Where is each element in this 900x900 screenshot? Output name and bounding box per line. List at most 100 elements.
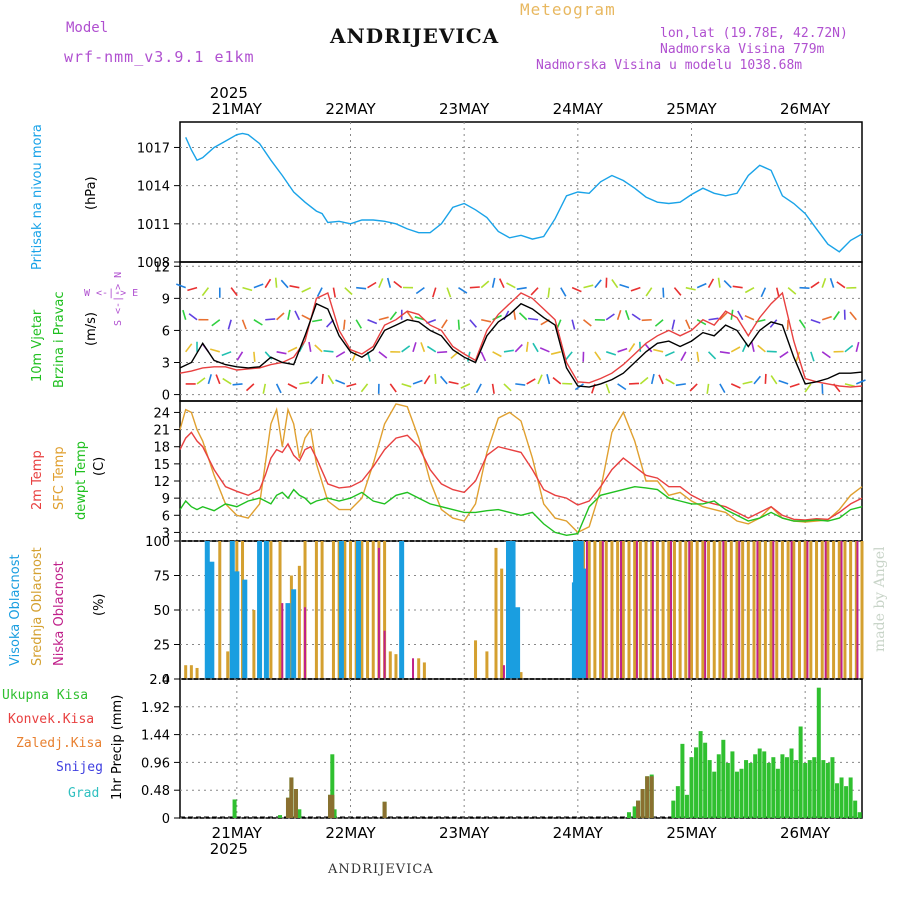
- precip-total-bar: [730, 751, 735, 818]
- cloud-low-bar: [790, 541, 793, 679]
- cloud-low-bar: [377, 547, 380, 679]
- cloud-low-bar: [383, 630, 386, 679]
- wind-arrow: [766, 350, 777, 353]
- cloud-mid-bar: [189, 665, 193, 679]
- precip-total-bar: [734, 771, 739, 818]
- precip-total-bar: [825, 762, 830, 818]
- wind-arrow: [415, 287, 425, 295]
- cloud-mid-bar: [610, 541, 614, 679]
- cloud-mid-bar: [593, 541, 597, 679]
- cloud-mid-bar: [763, 541, 767, 679]
- cloud-mid-bar: [331, 541, 335, 679]
- cloud-mid-bar: [599, 541, 603, 679]
- precip-total-bar: [675, 786, 680, 818]
- cloud-mid-bar: [394, 654, 398, 679]
- ytick-label-temperature: 24: [153, 406, 170, 421]
- ytick-label-wind: 12: [153, 260, 170, 275]
- cloud-mid-bar: [769, 541, 773, 679]
- wind-arrow: [675, 383, 686, 387]
- wind-arrow: [401, 383, 412, 388]
- wind-arrow: [367, 318, 378, 325]
- wind-arrow: [798, 319, 806, 329]
- cloud-low-bar: [772, 541, 775, 679]
- wind-arrow: [617, 383, 627, 391]
- legend-total-rain: Ukupna Kisa: [2, 688, 89, 703]
- lonlat-label: lon,lat (19.78E, 42.72N): [660, 26, 848, 41]
- ytick-label-precipitation: 0: [162, 812, 170, 827]
- wind-arrow: [276, 312, 285, 321]
- precip-total-bar: [789, 748, 794, 818]
- wind-arrow: [209, 348, 221, 353]
- cloud-low-bar: [670, 541, 673, 679]
- cloud-high-bar: [234, 571, 240, 679]
- model-elevation-label: Nadmorska Visina u modelu 1038.68m: [536, 58, 803, 73]
- wind-arrow: [274, 277, 278, 288]
- wind-arrow: [332, 287, 336, 298]
- wind-arrow: [821, 315, 832, 321]
- wind-arrow: [550, 351, 561, 355]
- elevation-label: Nadmorska Visina 779m: [660, 42, 825, 57]
- precip-total-bar: [297, 809, 302, 818]
- precip-total-bar: [798, 726, 803, 818]
- wind-arrow: [356, 286, 367, 290]
- cloud-mid-bar: [474, 640, 478, 679]
- precip-total-bar: [748, 762, 753, 818]
- cloud-mid-bar: [226, 651, 230, 679]
- wind-arrow: [744, 286, 755, 294]
- precip-total-bar: [784, 757, 789, 818]
- precip-conv-bar: [636, 800, 641, 818]
- wind-arrow: [836, 281, 846, 289]
- temp-2m-line: [179, 431, 863, 521]
- ytick-label-temperature: 21: [153, 424, 170, 439]
- cloud-low-bar: [738, 541, 741, 679]
- precip-total-bar: [775, 768, 780, 818]
- wind-arrow: [275, 383, 282, 394]
- wind-arrow: [335, 379, 346, 385]
- cloud-mid-bar: [684, 541, 688, 679]
- wind-arrow: [799, 286, 810, 289]
- cloud-mid-bar: [815, 541, 819, 679]
- wind-arrow: [856, 379, 866, 385]
- cloud-low-bar: [281, 603, 284, 679]
- cloud-mid-bar: [638, 541, 642, 679]
- wind-arrow: [420, 342, 426, 353]
- cloud-mid-bar: [849, 541, 853, 679]
- cloud-high-bar: [229, 541, 235, 679]
- cloud-mid-bar: [388, 651, 392, 679]
- precip-total-bar: [857, 812, 862, 818]
- wind-arrow: [760, 287, 767, 298]
- ytick-label-temperature: 6: [162, 509, 170, 524]
- wind-arrow: [480, 351, 487, 362]
- cloud-low-bar: [601, 541, 604, 679]
- wind-arrow: [215, 374, 221, 385]
- precip-conv-bar: [328, 794, 333, 818]
- wind-arrow: [789, 383, 800, 388]
- cloud-mid-bar: [218, 541, 222, 679]
- wind-arrow: [696, 351, 700, 362]
- cloud-mid-bar: [349, 541, 352, 679]
- wind-arrow: [506, 282, 516, 289]
- ytick-label-temperature: 15: [153, 458, 170, 473]
- cloud-high-bar: [204, 541, 210, 679]
- wind-arrow: [641, 318, 652, 322]
- ytick-label-precipitation: 1.44: [141, 729, 170, 744]
- cloud-mid-bar: [371, 541, 375, 679]
- precip-total-bar: [712, 771, 717, 818]
- cloud-mid-bar: [320, 541, 324, 679]
- wind-arrow: [475, 383, 482, 394]
- wind-arrow: [412, 379, 423, 385]
- ytick-label-wind: 0: [162, 389, 170, 404]
- wind-arrow: [804, 383, 812, 393]
- precip-total-bar: [278, 815, 283, 818]
- wind-arrow: [707, 278, 715, 289]
- wind-arrow: [314, 344, 323, 353]
- wind-arrow: [176, 283, 186, 289]
- wind-arrow: [434, 373, 437, 384]
- wind-arrow: [546, 374, 551, 385]
- precip-total-bar: [232, 799, 237, 818]
- wind-arrow: [537, 374, 543, 385]
- wind-arrow: [779, 351, 789, 359]
- cloud-high-bar: [209, 561, 215, 679]
- cloud-low-bar: [651, 541, 654, 679]
- legend-frz-rain: Zaledj.Kisa: [16, 736, 103, 751]
